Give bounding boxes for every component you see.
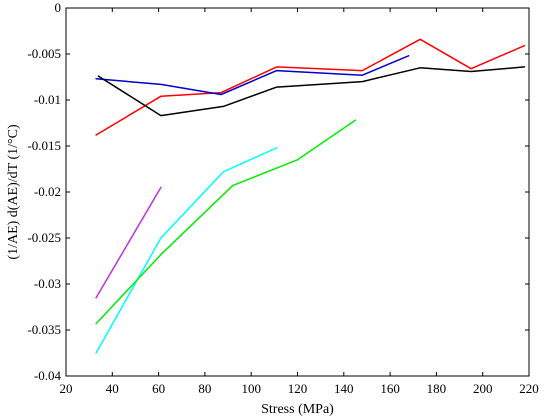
x-tick-label: 220 (519, 381, 539, 396)
series-line-2 (95, 55, 410, 96)
y-tick-label: -0.01 (34, 92, 61, 107)
y-tick-label: -0.03 (34, 276, 61, 291)
ticks-layer: 20 40 60 80 100 120 140 160 180 200 220 0 -0.005 -0.0… (27, 0, 538, 396)
series-line-1 (95, 38, 526, 136)
x-tick-label: 100 (241, 381, 261, 396)
x-tick-label: 160 (380, 381, 400, 396)
x-axis-label: Stress (MPa) (261, 402, 334, 417)
x-tick-label: 60 (152, 381, 165, 396)
series-line-5 (95, 119, 357, 325)
y-tick-label: -0.02 (34, 184, 61, 199)
x-tick-label: 80 (198, 381, 211, 396)
y-tick-label: 0 (55, 0, 62, 15)
x-tick-label: 20 (60, 381, 73, 396)
y-tick-label: -0.035 (27, 322, 61, 337)
axes-frame (65, 7, 530, 377)
x-tick-label: 40 (106, 381, 119, 396)
x-tick-label: 180 (427, 381, 447, 396)
y-tick-label: -0.015 (27, 138, 61, 153)
y-tick-label: -0.025 (27, 230, 61, 245)
y-tick-label: -0.04 (34, 368, 62, 383)
y-tick-label: -0.005 (27, 46, 61, 61)
series-line-3 (97, 66, 526, 117)
series-layer (95, 38, 526, 354)
x-tick-label: 140 (334, 381, 354, 396)
series-line-4 (95, 147, 278, 354)
series-line-6 (95, 186, 162, 299)
x-tick-label: 120 (288, 381, 308, 396)
x-tick-label: 200 (473, 381, 493, 396)
y-axis-label: (1/AE) d(AE)/dT (1/°C) (6, 124, 21, 260)
